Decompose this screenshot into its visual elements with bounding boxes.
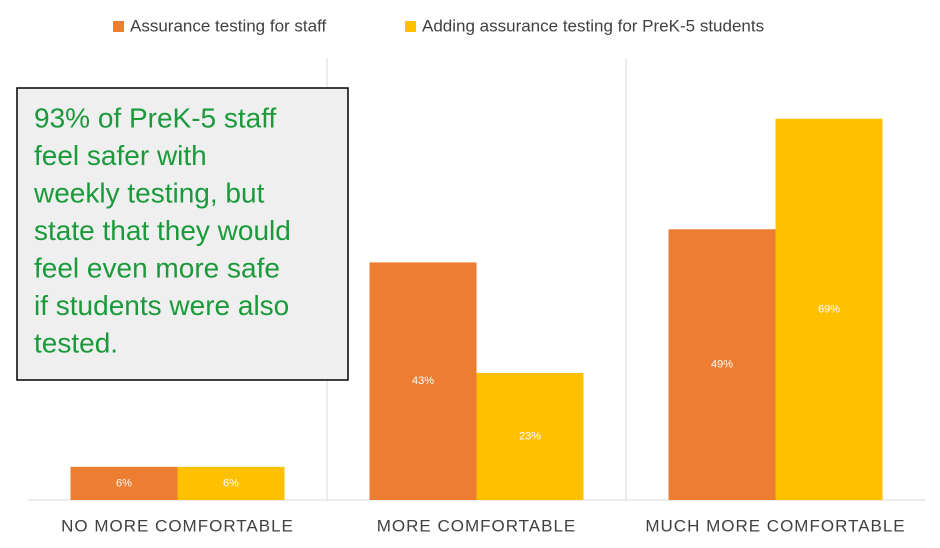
bar: [668, 229, 776, 500]
annotation-text: feel safer with: [34, 140, 207, 171]
legend-swatch: [405, 21, 416, 32]
value-label: 69%: [818, 303, 840, 315]
x-tick-label: MUCH MORE COMFORTABLE: [645, 516, 905, 535]
annotation-box: [16, 87, 349, 381]
annotation-text: state that they would: [34, 215, 291, 246]
value-label: 49%: [711, 359, 733, 371]
annotation-text: tested.: [34, 327, 118, 358]
annotation-text: if students were also: [34, 290, 289, 321]
value-label: 43%: [412, 375, 434, 387]
value-label: 23%: [519, 430, 541, 442]
legend-swatch: [113, 21, 124, 32]
bar: [476, 372, 584, 500]
x-tick-label: MORE COMFORTABLE: [377, 516, 577, 535]
bar: [775, 118, 883, 501]
bar: [369, 262, 477, 500]
annotation-text: weekly testing, but: [33, 177, 265, 208]
legend-label: Assurance testing for staff: [130, 16, 327, 35]
annotation-text: feel even more safe: [34, 252, 280, 283]
bar: [177, 466, 285, 500]
legend-label: Adding assurance testing for PreK-5 stud…: [422, 16, 764, 35]
bar: [70, 466, 178, 500]
x-tick-label: NO MORE COMFORTABLE: [61, 516, 294, 535]
value-label: 6%: [223, 477, 239, 489]
value-label: 6%: [116, 477, 132, 489]
annotation-text: 93% of PreK-5 staff: [34, 102, 277, 133]
